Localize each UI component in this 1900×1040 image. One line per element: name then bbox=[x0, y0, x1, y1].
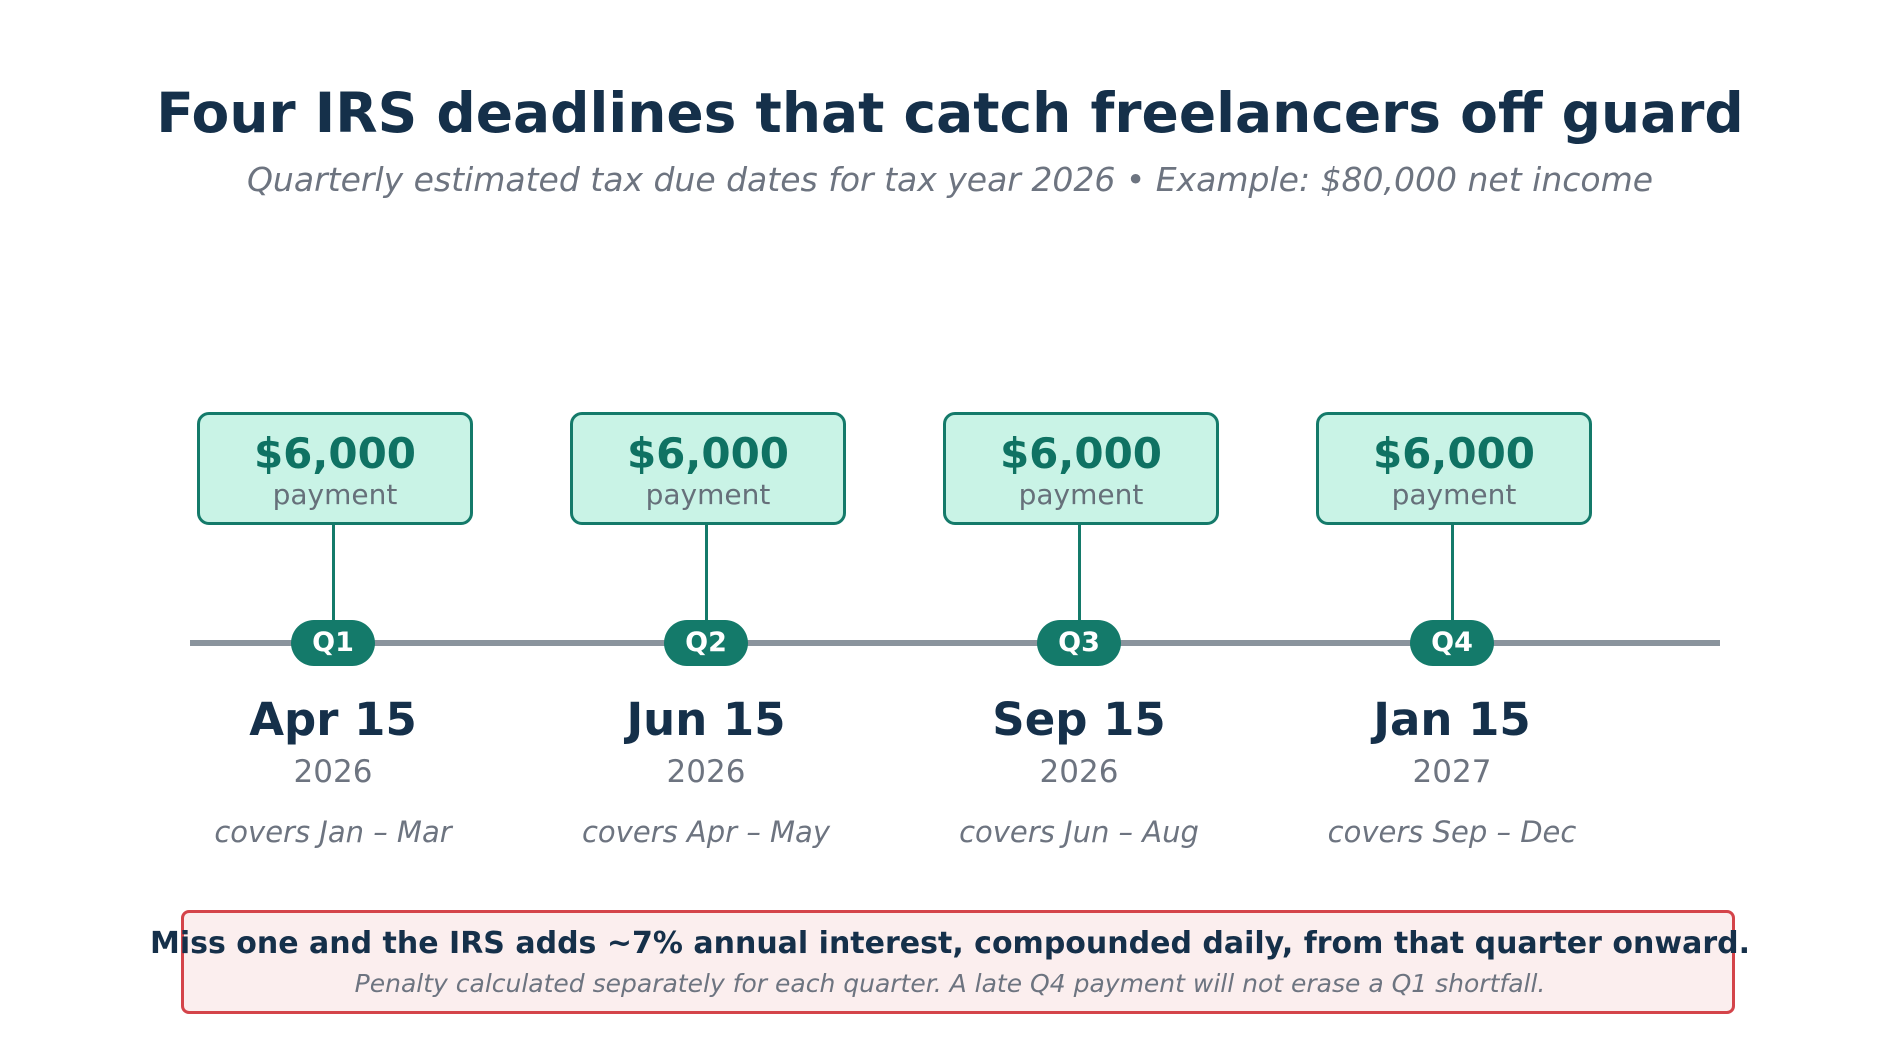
due-date: Sep 15 bbox=[992, 693, 1166, 746]
due-year: 2026 bbox=[293, 754, 373, 790]
payment-amount: $6,000 bbox=[626, 429, 790, 478]
due-date: Jun 15 bbox=[626, 693, 786, 746]
connector-stem bbox=[332, 523, 335, 625]
warning-headline: Miss one and the IRS adds ~7% annual int… bbox=[149, 926, 1750, 961]
payment-label: payment bbox=[645, 478, 771, 511]
timeline-axis bbox=[190, 640, 1720, 646]
milestone-q3: $6,000 payment Q3 Sep 15 2026 covers Jun… bbox=[893, 0, 1265, 1040]
milestone-q1: $6,000 payment Q1 Apr 15 2026 covers Jan… bbox=[147, 0, 519, 1040]
connector-stem bbox=[1451, 523, 1454, 625]
quarter-badge: Q4 bbox=[1410, 620, 1494, 666]
coverage-period: covers Jun – Aug bbox=[959, 815, 1199, 849]
warning-callout bbox=[181, 910, 1735, 1014]
payment-amount: $6,000 bbox=[253, 429, 417, 478]
quarter-badge: Q2 bbox=[664, 620, 748, 666]
due-year: 2026 bbox=[666, 754, 746, 790]
payment-box: $6,000 payment bbox=[197, 412, 473, 525]
milestone-q2: $6,000 payment Q2 Jun 15 2026 covers Apr… bbox=[520, 0, 892, 1040]
connector-stem bbox=[705, 523, 708, 625]
coverage-period: covers Jan – Mar bbox=[214, 815, 452, 849]
quarter-badge: Q3 bbox=[1037, 620, 1121, 666]
coverage-period: covers Sep – Dec bbox=[1327, 815, 1577, 849]
connector-stem bbox=[1078, 523, 1081, 625]
payment-box: $6,000 payment bbox=[570, 412, 846, 525]
payment-amount: $6,000 bbox=[999, 429, 1163, 478]
payment-amount: $6,000 bbox=[1372, 429, 1536, 478]
milestone-q4: $6,000 payment Q4 Jan 15 2027 covers Sep… bbox=[1266, 0, 1638, 1040]
payment-box: $6,000 payment bbox=[1316, 412, 1592, 525]
payment-label: payment bbox=[1391, 478, 1517, 511]
coverage-period: covers Apr – May bbox=[581, 815, 830, 849]
due-date: Jan 15 bbox=[1373, 693, 1531, 746]
payment-label: payment bbox=[272, 478, 398, 511]
payment-box: $6,000 payment bbox=[943, 412, 1219, 525]
due-year: 2026 bbox=[1039, 754, 1119, 790]
page-title: Four IRS deadlines that catch freelancer… bbox=[156, 81, 1744, 145]
due-date: Apr 15 bbox=[249, 693, 417, 746]
due-year: 2027 bbox=[1412, 754, 1492, 790]
quarter-badge: Q1 bbox=[291, 620, 375, 666]
warning-note: Penalty calculated separately for each q… bbox=[354, 969, 1546, 998]
payment-label: payment bbox=[1018, 478, 1144, 511]
page-subtitle: Quarterly estimated tax due dates for ta… bbox=[246, 160, 1654, 199]
